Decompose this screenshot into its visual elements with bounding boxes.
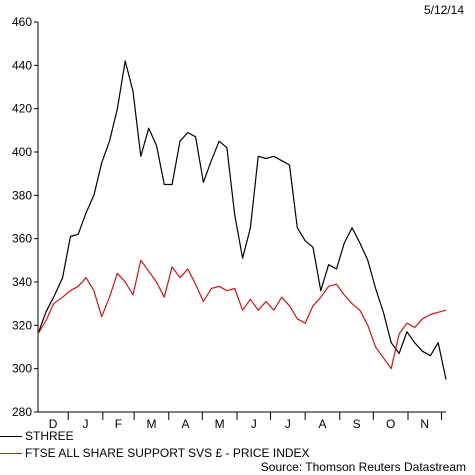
legend-label-series-1: STHREE — [25, 429, 74, 443]
y-tick-label: 380 — [12, 188, 32, 202]
x-tick-label: J — [285, 417, 291, 431]
y-tick-label: 320 — [12, 318, 32, 332]
legend-item-series-2: FTSE ALL SHARE SUPPORT SVS £ - PRICE IND… — [0, 446, 310, 460]
y-axis: 280 300 320 340 360 380 400 420 440 460 — [12, 15, 39, 419]
source-note: Source: Thomson Reuters Datastream — [260, 460, 466, 474]
series-line-2 — [37, 259, 447, 370]
legend-swatch-series-1 — [0, 436, 22, 438]
x-tick-label: O — [386, 417, 395, 431]
legend-swatch-series-2 — [0, 453, 22, 455]
x-tick-label: M — [146, 417, 156, 431]
x-tick-label: J — [83, 417, 89, 431]
legend-label-series-2: FTSE ALL SHARE SUPPORT SVS £ - PRICE IND… — [25, 446, 310, 460]
legend-item-series-1: STHREE — [0, 429, 74, 443]
x-tick-label: J — [251, 417, 257, 431]
y-tick-label: 400 — [12, 145, 32, 159]
x-tick-label: S — [353, 417, 361, 431]
y-tick-label: 460 — [12, 15, 32, 29]
series-lines — [37, 60, 447, 380]
date-stamp: 5/12/14 — [423, 3, 464, 17]
x-tick-label: N — [420, 417, 429, 431]
x-tick-label: M — [215, 417, 225, 431]
y-tick-label: 280 — [12, 405, 32, 419]
series-line-1 — [37, 60, 447, 380]
x-tick-label: D — [49, 417, 58, 431]
x-tick-label: F — [115, 417, 122, 431]
x-tick-label: A — [318, 417, 326, 431]
y-tick-label: 340 — [12, 275, 32, 289]
y-tick-label: 360 — [12, 232, 32, 246]
y-tick-label: 420 — [12, 102, 32, 116]
y-tick-label: 440 — [12, 58, 32, 72]
x-tick-label: A — [182, 417, 190, 431]
y-tick-label: 300 — [12, 362, 32, 376]
